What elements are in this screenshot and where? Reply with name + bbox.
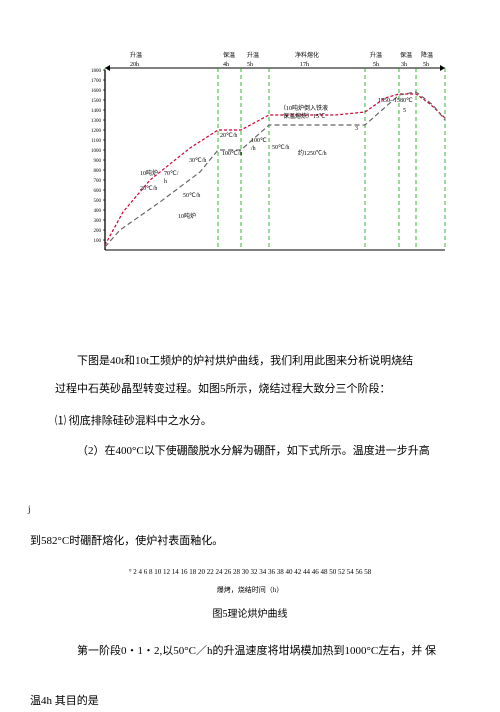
paragraph-1: 下图是40t和10t工频炉的炉衬烘炉曲线，我们利用此图来分析说明烧结 (55, 350, 475, 372)
svg-text:1600: 1600 (91, 89, 102, 94)
svg-text:17h: 17h (300, 62, 309, 68)
svg-text:20℃/h: 20℃/h (220, 133, 237, 139)
list-item-1: ⑴ 彻底排除硅砂混料中之水分。 (55, 410, 475, 432)
svg-text:200: 200 (94, 229, 102, 234)
svg-text:5: 5 (403, 108, 406, 114)
svg-text:1300: 1300 (91, 119, 102, 124)
svg-text:h: h (164, 179, 167, 185)
paragraph-3: 第一阶段0・1・2,以50°C／h的升温速度将坩埚模加热到1000°C左右，并 … (55, 640, 475, 662)
svg-text:1550--1580℃: 1550--1580℃ (378, 98, 413, 104)
svg-text:1800: 1800 (91, 69, 102, 74)
svg-text:5h: 5h (423, 62, 429, 68)
svg-text:升温: 升温 (130, 51, 142, 59)
svg-text:400: 400 (94, 209, 102, 214)
svg-text:约1250℃/h: 约1250℃/h (298, 149, 327, 157)
svg-text:20h: 20h (130, 62, 139, 68)
svg-text:3h: 3h (401, 62, 407, 68)
figure-caption: 图5理论烘炉曲线 (0, 605, 500, 625)
svg-text:保温: 保温 (400, 51, 412, 59)
svg-text:4h: 4h (223, 62, 229, 68)
svg-text:升温: 升温 (247, 51, 259, 59)
svg-text:20℃/h: 20℃/h (140, 186, 157, 192)
svg-text:100℃: 100℃ (251, 138, 267, 144)
svg-text:1100: 1100 (91, 139, 101, 144)
paragraph-1b: 过程中石英砂晶型转变过程。如图5所示，烧结过程大致分三个阶段： (55, 378, 475, 400)
paragraph-4: 温4h 其目的是 (30, 690, 470, 712)
svg-text:/h: /h (251, 146, 256, 152)
svg-text:30℃/h: 30℃/h (189, 158, 206, 164)
stray-j: j (28, 500, 31, 518)
svg-text:70℃/: 70℃/ (164, 171, 179, 177)
svg-text:净料熔化: 净料熔化 (295, 51, 319, 59)
svg-text:1400: 1400 (91, 109, 102, 114)
svg-text:保温: 保温 (223, 51, 235, 59)
svg-text:1000: 1000 (91, 149, 102, 154)
svg-text:5h: 5h (247, 62, 253, 68)
svg-text:800: 800 (94, 169, 102, 174)
list-item-2: （2）在400°C以下使硼酸脱水分解为硼酐，如下式所示。温度进一步升高 (55, 440, 475, 462)
svg-text:900: 900 (94, 159, 102, 164)
svg-text:50℃/h: 50℃/h (183, 193, 200, 199)
svg-text:10吨炉: 10吨炉 (140, 169, 158, 177)
svg-text:50℃/h: 50℃/h (272, 145, 289, 151)
svg-text:600: 600 (94, 189, 102, 194)
svg-text:500: 500 (94, 199, 102, 204)
chart-svg: 升温20h保温4h升温5h净料熔化17h升温5h保温3h降温5h10020030… (75, 50, 455, 270)
svg-text:（10吨炉倒入铁液: （10吨炉倒入铁液 (280, 104, 328, 112)
svg-text:10吨炉: 10吨炉 (178, 212, 196, 220)
paragraph-2: 到582°C时硼酐熔化，使炉衬表面釉化。 (30, 530, 470, 552)
svg-text:1700: 1700 (91, 79, 102, 84)
svg-text:降温: 降温 (421, 51, 433, 59)
svg-text:1500: 1500 (91, 99, 102, 104)
svg-text:300: 300 (94, 219, 102, 224)
svg-text:升温: 升温 (370, 51, 382, 59)
svg-text:100: 100 (94, 239, 102, 244)
x-axis-label: 爆烤，烧结时间（h） (0, 583, 500, 597)
svg-text:700: 700 (94, 179, 102, 184)
heating-curve-chart: 升温20h保温4h升温5h净料熔化17h升温5h保温3h降温5h10020030… (75, 50, 455, 270)
svg-text:1200: 1200 (91, 129, 102, 134)
svg-text:3: 3 (355, 126, 358, 132)
x-axis-ticks: ° 2 4 6 8 10 12 14 16 18 20 22 24 26 28 … (0, 565, 500, 579)
svg-text:100℃/h: 100℃/h (222, 151, 242, 157)
svg-text:保温熔炼）15℃: 保温熔炼）15℃ (283, 112, 325, 120)
svg-text:5h: 5h (373, 62, 379, 68)
